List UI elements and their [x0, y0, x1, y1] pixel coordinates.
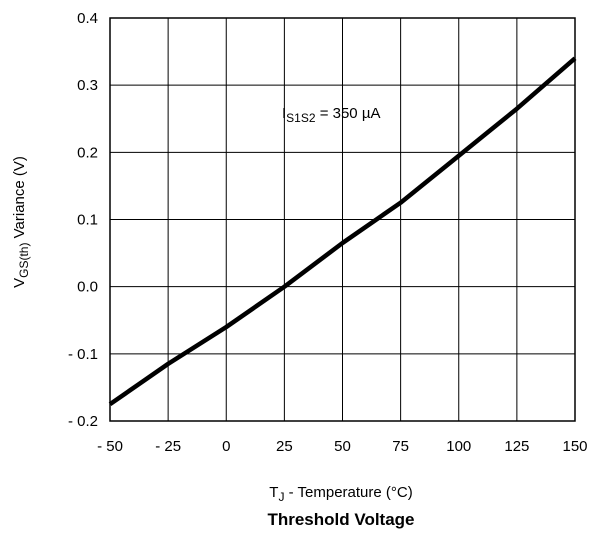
chart-title: Threshold Voltage — [267, 510, 414, 529]
y-tick-label: 0.4 — [77, 10, 98, 27]
grid-layer — [110, 18, 575, 421]
y-tick-label: 0.1 — [77, 212, 98, 229]
y-axis-label: VGS(th) Variance (V) — [11, 156, 31, 288]
plot-frame — [109, 17, 576, 422]
y-tick-label: 0.0 — [77, 279, 98, 296]
x-tick-label: - 25 — [155, 438, 181, 455]
x-axis-label: TJ - Temperature (°C) — [269, 484, 412, 504]
x-tick-label: 50 — [334, 438, 351, 455]
current-annotation: IS1S2 = 350 µA — [282, 105, 380, 125]
x-tick-label: 0 — [222, 438, 230, 455]
y-tick-label: 0.2 — [77, 144, 98, 161]
x-tick-labels: - 50 - 25 0 25 50 75 100 125 150 — [97, 438, 587, 455]
x-tick-label: 150 — [562, 438, 587, 455]
x-tick-label: 75 — [392, 438, 409, 455]
y-tick-label: 0.3 — [77, 77, 98, 94]
series-line — [108, 56, 577, 407]
x-tick-label: 25 — [276, 438, 293, 455]
x-tick-label: 100 — [446, 438, 471, 455]
x-tick-label: - 50 — [97, 438, 123, 455]
y-tick-label: - 0.2 — [68, 413, 98, 430]
y-tick-labels: 0.4 0.3 0.2 0.1 0.0 - 0.1 - 0.2 — [68, 10, 98, 430]
x-tick-label: 125 — [504, 438, 529, 455]
y-tick-label: - 0.1 — [68, 346, 98, 363]
